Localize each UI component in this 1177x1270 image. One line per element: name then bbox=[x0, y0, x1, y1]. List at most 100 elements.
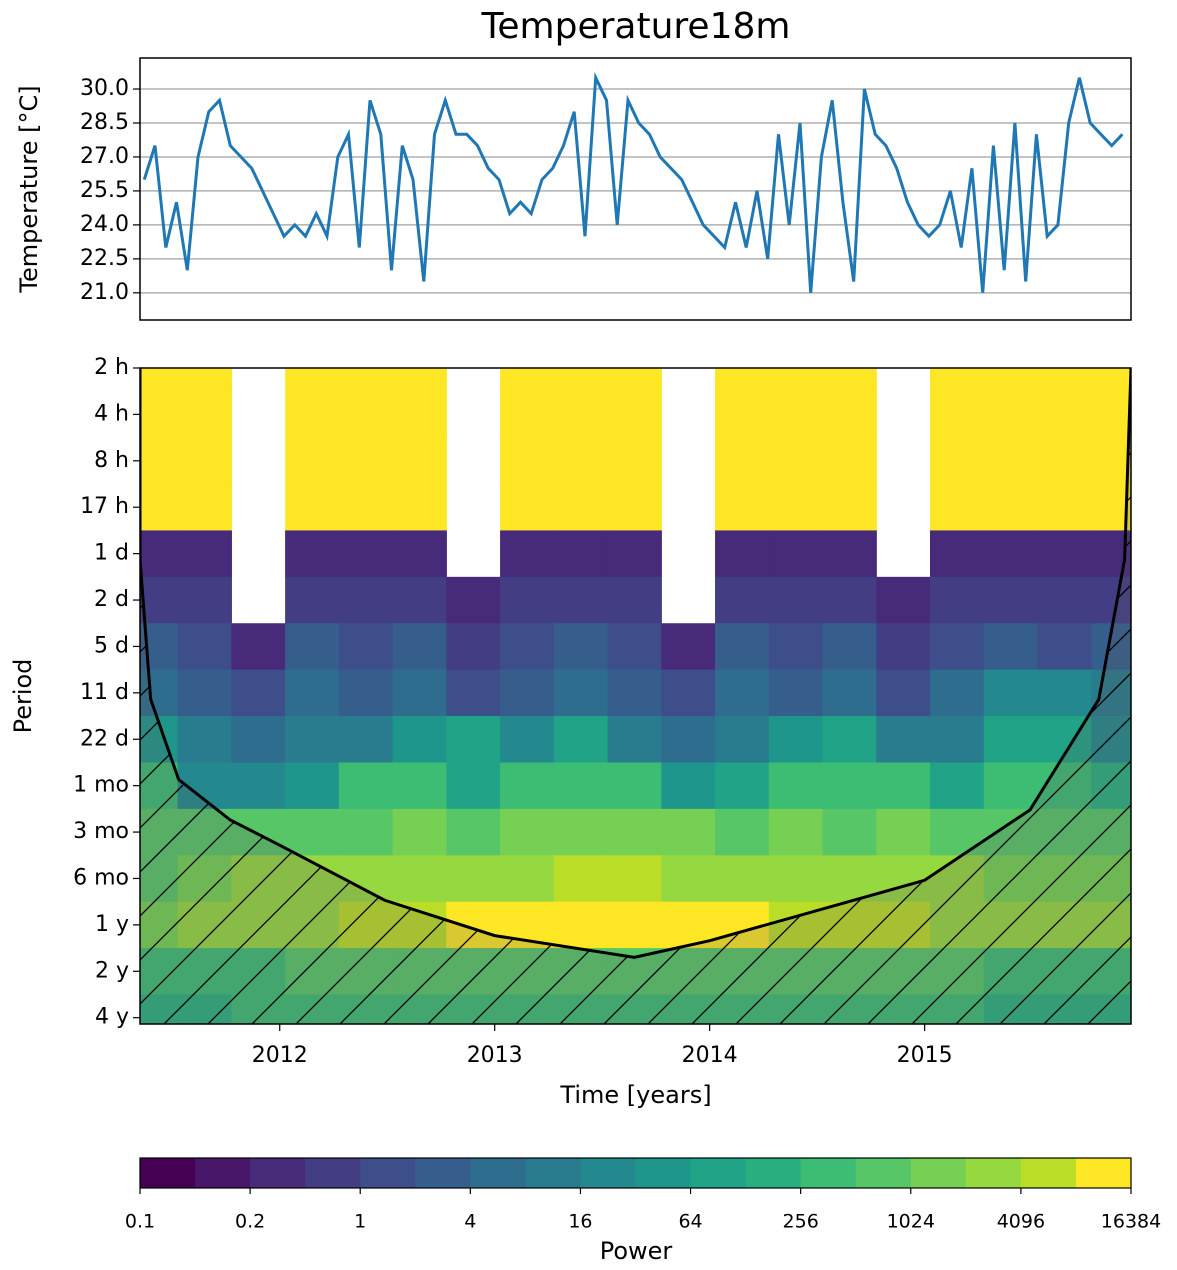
y-tick-label: 22 d bbox=[80, 726, 129, 751]
power-cell bbox=[338, 437, 394, 485]
colorbar-segment bbox=[415, 1158, 471, 1188]
power-cell bbox=[930, 437, 985, 485]
power-cell bbox=[822, 716, 877, 764]
power-cell bbox=[140, 368, 179, 392]
power-cell bbox=[715, 530, 770, 578]
power-cell bbox=[768, 576, 824, 624]
power-cell bbox=[553, 368, 609, 392]
power-cell bbox=[446, 623, 501, 671]
power-cell bbox=[768, 808, 824, 856]
power-cell bbox=[607, 716, 662, 764]
power-cell bbox=[822, 669, 877, 717]
colorbar-segment bbox=[305, 1158, 361, 1188]
power-cell bbox=[1037, 623, 1092, 671]
power-cell bbox=[140, 530, 179, 578]
colorbar-segment bbox=[140, 1158, 196, 1188]
power-cell bbox=[983, 716, 1039, 764]
power-cell bbox=[338, 484, 394, 532]
power-cell bbox=[177, 576, 232, 624]
power-cell bbox=[715, 484, 770, 532]
colorbar-tick-label: 1024 bbox=[887, 1211, 935, 1233]
power-cell bbox=[338, 762, 394, 810]
wavelet-panel: 2 h 4 h 8 h 17 h 1 d 2 d 5 d 11 d 22 d 1 mo 3 mo 6 … bbox=[73, 355, 1132, 1068]
line-panel: 21.0 22.5 24.0 25.5 27.0 28.5 30.0 bbox=[80, 57, 1132, 321]
power-cell bbox=[392, 762, 447, 810]
power-cell bbox=[1037, 669, 1092, 717]
colorbar-segment bbox=[910, 1158, 967, 1188]
cone-of-influence bbox=[140, 368, 1131, 959]
colorbar-tick-label: 16384 bbox=[1101, 1211, 1161, 1233]
power-cell bbox=[285, 576, 340, 624]
power-cell bbox=[177, 669, 232, 717]
power-cell bbox=[607, 391, 662, 439]
power-cell bbox=[140, 484, 179, 532]
power-cell bbox=[661, 855, 716, 903]
power-cell bbox=[177, 437, 232, 485]
power-cell bbox=[392, 855, 447, 903]
power-cell bbox=[822, 484, 877, 532]
colorbar-segment bbox=[855, 1158, 912, 1188]
power-cell bbox=[392, 669, 447, 717]
power-cell bbox=[392, 808, 447, 856]
y-tick-label: 22.5 bbox=[80, 246, 129, 271]
coi-hatch bbox=[140, 368, 1131, 1024]
power-cell bbox=[553, 716, 609, 764]
power-cell bbox=[876, 669, 931, 717]
y-tick-label: 28.5 bbox=[80, 110, 129, 135]
power-cell bbox=[500, 368, 555, 392]
power-cell bbox=[715, 623, 770, 671]
power-cell bbox=[446, 855, 501, 903]
power-cell bbox=[768, 437, 824, 485]
power-cell bbox=[983, 623, 1039, 671]
power-cell bbox=[768, 391, 824, 439]
x-tick-label: 2014 bbox=[682, 1043, 738, 1068]
power-cell bbox=[1037, 437, 1092, 485]
power-cell bbox=[715, 368, 770, 392]
power-cell bbox=[285, 530, 340, 578]
x-tick-label: 2012 bbox=[252, 1043, 308, 1068]
power-cell bbox=[553, 530, 609, 578]
power-cell bbox=[1091, 391, 1131, 439]
colorbar-segment bbox=[635, 1158, 692, 1188]
power-cell bbox=[338, 576, 394, 624]
power-cell bbox=[285, 669, 340, 717]
power-cell bbox=[553, 484, 609, 532]
power-cell bbox=[392, 437, 447, 485]
power-cell bbox=[285, 484, 340, 532]
chart-title: Temperature18m bbox=[481, 6, 791, 47]
x-axis-label: Time [years] bbox=[559, 1081, 711, 1109]
power-cell bbox=[177, 391, 232, 439]
y-tick-label: 30.0 bbox=[80, 76, 129, 101]
power-cell bbox=[822, 855, 877, 903]
power-cell bbox=[500, 484, 555, 532]
power-cell bbox=[983, 437, 1039, 485]
colorbar-segment bbox=[800, 1158, 857, 1188]
power-cell bbox=[983, 669, 1039, 717]
power-cell bbox=[285, 716, 340, 764]
power-cell bbox=[822, 808, 877, 856]
y-tick-label: 1 d bbox=[94, 541, 129, 566]
power-cell bbox=[285, 368, 340, 392]
power-cell bbox=[607, 484, 662, 532]
power-cell bbox=[661, 716, 716, 764]
power-cell bbox=[930, 762, 985, 810]
power-cell bbox=[768, 368, 824, 392]
power-cell bbox=[768, 530, 824, 578]
power-cell bbox=[231, 716, 286, 764]
power-cell bbox=[553, 576, 609, 624]
power-cell bbox=[930, 623, 985, 671]
power-cell bbox=[661, 808, 716, 856]
power-cell bbox=[768, 716, 824, 764]
power-cell bbox=[930, 391, 985, 439]
power-cell bbox=[446, 576, 501, 624]
power-cells bbox=[140, 368, 1131, 1024]
power-cell bbox=[1037, 368, 1092, 392]
power-cell bbox=[446, 716, 501, 764]
power-cell bbox=[607, 368, 662, 392]
power-cell bbox=[338, 368, 394, 392]
power-cell bbox=[446, 669, 501, 717]
y-axis-label: Temperature [°C] bbox=[15, 85, 43, 293]
power-cell bbox=[446, 762, 501, 810]
y-tick-label: 2 d bbox=[94, 587, 129, 612]
power-cell bbox=[338, 716, 394, 764]
